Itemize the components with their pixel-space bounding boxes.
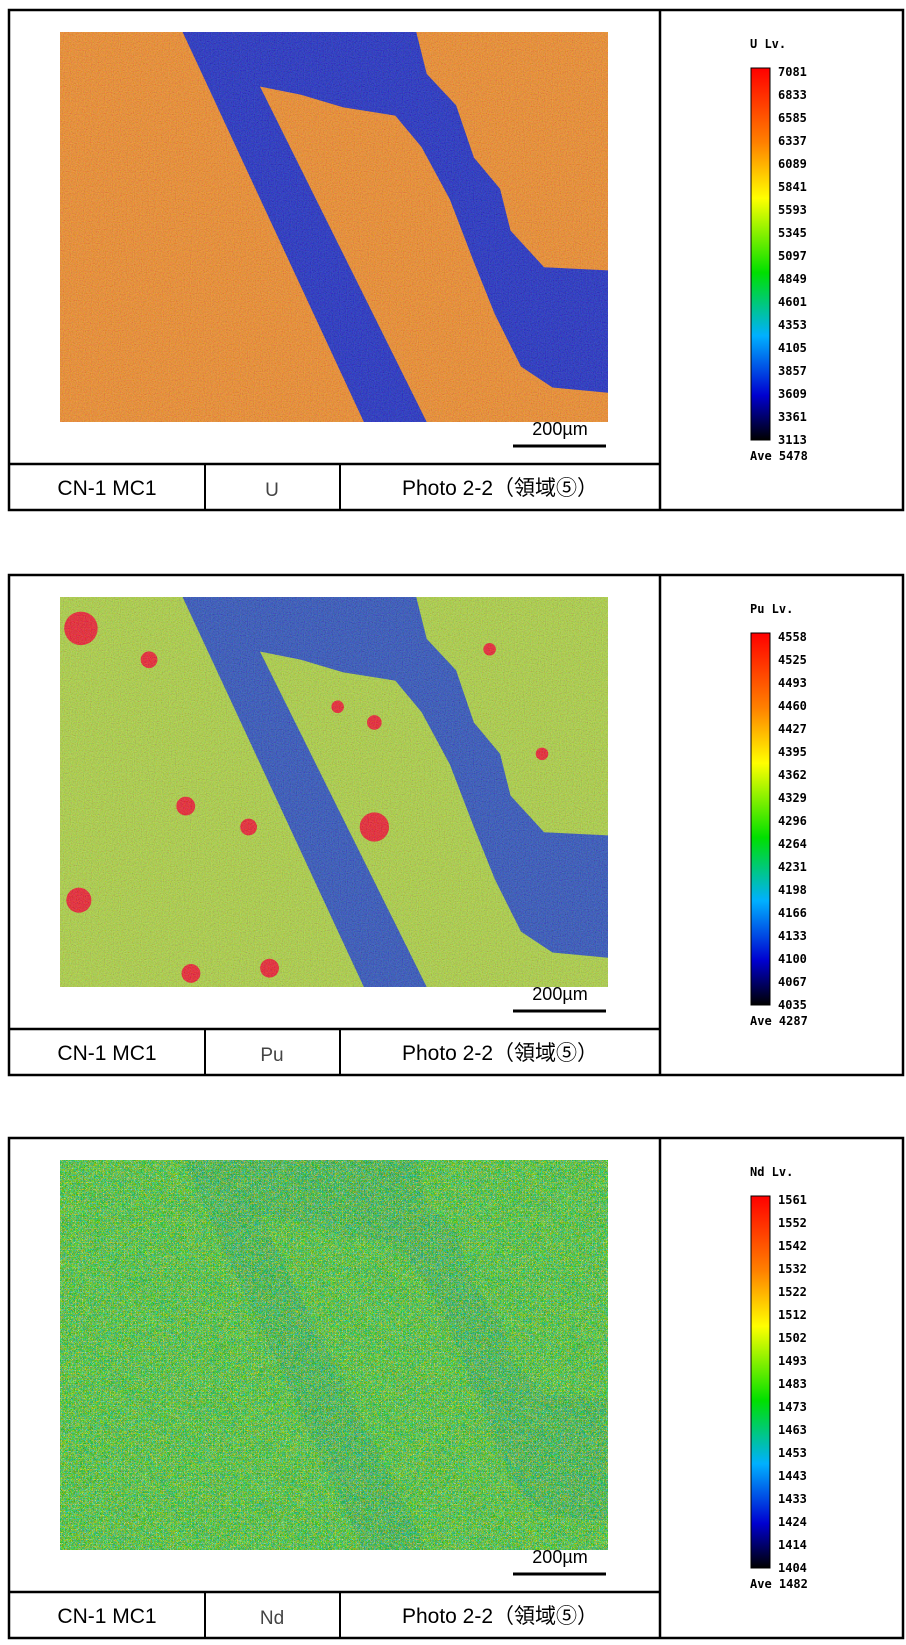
legend-average: Ave 1482 <box>750 1577 808 1591</box>
element-map <box>60 1160 608 1550</box>
legend-level: 6833 <box>778 88 807 102</box>
legend-level: 5841 <box>778 180 807 194</box>
legend-average: Ave 4287 <box>750 1014 808 1028</box>
legend-level: 4100 <box>778 952 807 966</box>
legend-level: 4296 <box>778 814 807 828</box>
legend-level: 3361 <box>778 410 807 424</box>
legend-level: 4353 <box>778 318 807 332</box>
legend-level: 1532 <box>778 1262 807 1276</box>
legend-level: 1542 <box>778 1239 807 1253</box>
legend-title: U Lv. <box>750 37 786 51</box>
legend-level: 4849 <box>778 272 807 286</box>
panel-frame <box>7 8 905 512</box>
legend-average: Ave 5478 <box>750 449 808 463</box>
legend-level: 1512 <box>778 1308 807 1322</box>
photo-label: Photo 2-2（領域⑤） <box>402 1605 598 1628</box>
legend-level: 4035 <box>778 998 807 1012</box>
legend-level: 6337 <box>778 134 807 148</box>
panel-frame <box>7 1136 905 1640</box>
panel-frame <box>7 573 905 1077</box>
element-map <box>60 32 608 422</box>
legend-level: 4601 <box>778 295 807 309</box>
element-map <box>60 597 608 987</box>
legend-level: 4558 <box>778 630 807 644</box>
legend-level: 1473 <box>778 1400 807 1414</box>
legend-level: 3609 <box>778 387 807 401</box>
legend-level: 7081 <box>778 65 807 79</box>
color-bar <box>750 1195 771 1569</box>
photo-label: Photo 2-2（領域⑤） <box>402 477 598 500</box>
legend-level: 4493 <box>778 676 807 690</box>
element-name: Nd <box>260 1608 284 1629</box>
legend-level: 1453 <box>778 1446 807 1460</box>
legend-level: 1561 <box>778 1193 807 1207</box>
legend-level: 1424 <box>778 1515 807 1529</box>
legend-level: 4329 <box>778 791 807 805</box>
legend-title: Pu Lv. <box>750 602 793 616</box>
legend-level: 1404 <box>778 1561 807 1575</box>
sample-name: CN-1 MC1 <box>57 1042 156 1065</box>
color-bar <box>750 632 771 1006</box>
legend-level: 4067 <box>778 975 807 989</box>
legend-level: 4525 <box>778 653 807 667</box>
legend-level: 1463 <box>778 1423 807 1437</box>
legend-level: 1414 <box>778 1538 807 1552</box>
figure-panel: 200µm CN-1 MC1 U Photo 2-2（領域⑤） U Lv. 7081 683… <box>7 8 905 512</box>
legend-level: 3113 <box>778 433 807 447</box>
legend-level: 4395 <box>778 745 807 759</box>
legend-level: 1483 <box>778 1377 807 1391</box>
figure-panel: 200µm CN-1 MC1 Pu Photo 2-2（領域⑤） Pu Lv. 4558 4… <box>7 573 905 1077</box>
color-bar <box>750 67 771 441</box>
legend-level: 6089 <box>778 157 807 171</box>
scale-bar-label: 200µm <box>532 1547 587 1567</box>
legend-level: 5345 <box>778 226 807 240</box>
scale-bar-label: 200µm <box>532 984 587 1004</box>
legend-level: 4427 <box>778 722 807 736</box>
legend-title: Nd Lv. <box>750 1165 793 1179</box>
scale-bar-label: 200µm <box>532 419 587 439</box>
legend-level: 1502 <box>778 1331 807 1345</box>
legend-level: 4166 <box>778 906 807 920</box>
legend-level: 1433 <box>778 1492 807 1506</box>
photo-label: Photo 2-2（領域⑤） <box>402 1042 598 1065</box>
figure-panel: 200µm CN-1 MC1 Nd Photo 2-2（領域⑤） Nd Lv. 1561 1… <box>7 1136 905 1640</box>
legend-level: 4362 <box>778 768 807 782</box>
legend-level: 5593 <box>778 203 807 217</box>
legend-level: 4198 <box>778 883 807 897</box>
legend-level: 1552 <box>778 1216 807 1230</box>
sample-name: CN-1 MC1 <box>57 1605 156 1628</box>
legend-level: 4460 <box>778 699 807 713</box>
legend-level: 4231 <box>778 860 807 874</box>
sample-name: CN-1 MC1 <box>57 477 156 500</box>
legend-level: 1493 <box>778 1354 807 1368</box>
legend-level: 4264 <box>778 837 807 851</box>
legend-level: 5097 <box>778 249 807 263</box>
legend-level: 3857 <box>778 364 807 378</box>
legend-level: 1443 <box>778 1469 807 1483</box>
legend-level: 1522 <box>778 1285 807 1299</box>
element-name: U <box>265 480 279 501</box>
legend-level: 4105 <box>778 341 807 355</box>
element-name: Pu <box>260 1045 283 1066</box>
legend-level: 4133 <box>778 929 807 943</box>
legend-level: 6585 <box>778 111 807 125</box>
